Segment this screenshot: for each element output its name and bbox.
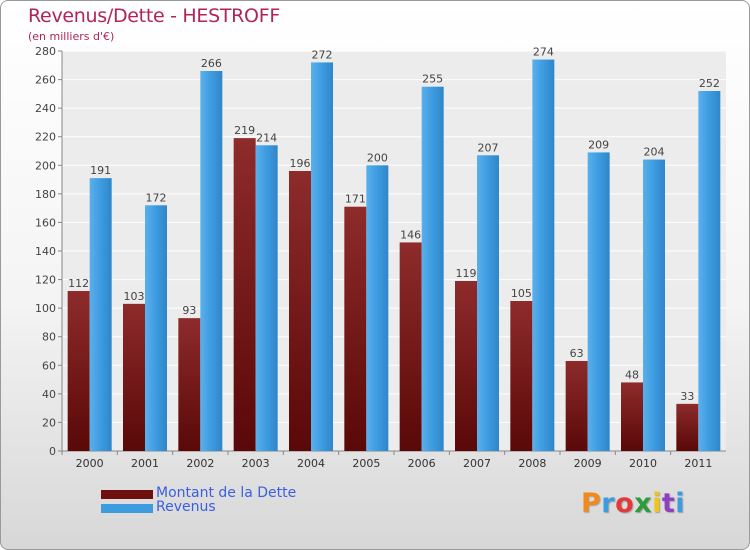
legend-label-dette: Montant de la Dette: [156, 485, 297, 501]
bar-revenus-label: 266: [201, 57, 222, 70]
bar-dette-label: 103: [124, 290, 145, 303]
bar-revenus-label: 191: [90, 164, 111, 177]
bar-dette: [344, 206, 367, 451]
bar-dette: [621, 382, 643, 451]
logo-letter: x: [634, 488, 653, 519]
x-tick-label: 2007: [463, 457, 491, 470]
y-tick-label: 0: [49, 445, 56, 458]
bar-dette: [67, 291, 90, 451]
bar-revenus: [421, 86, 444, 451]
legend-swatch-dette: [101, 490, 153, 499]
bar-dette-label: 112: [68, 277, 89, 290]
bar-revenus: [255, 145, 278, 452]
bar-revenus-label: 209: [588, 138, 609, 151]
x-tick-label: 2002: [186, 457, 214, 470]
y-tick-label: 180: [35, 188, 56, 201]
bar-revenus-label: 274: [533, 46, 554, 59]
bar-dette: [233, 138, 256, 451]
chart-title: Revenus/Dette - HESTROFF: [28, 5, 280, 27]
bar-revenus: [477, 155, 499, 452]
y-tick-label: 240: [35, 102, 56, 115]
bar-revenus: [532, 59, 555, 451]
x-tick-label: 2009: [574, 457, 602, 470]
proxiti-logo: Proxiti: [581, 488, 685, 519]
y-tick-label: 80: [42, 331, 56, 344]
x-tick-label: 2006: [408, 457, 436, 470]
bar-revenus: [89, 178, 112, 451]
bar-dette-label: 105: [511, 287, 532, 300]
y-tick-label: 200: [35, 159, 56, 172]
logo-letter: i: [675, 488, 686, 519]
bar-dette-label: 63: [570, 347, 584, 360]
x-tick-label: 2011: [684, 457, 712, 470]
bar-dette-label: 33: [680, 390, 694, 403]
bar-dette: [123, 303, 145, 451]
bar-dette-label: 146: [400, 228, 421, 241]
logo-letter: P: [581, 488, 602, 519]
bar-revenus-label: 200: [367, 151, 388, 164]
bar-dette: [510, 301, 533, 451]
bar-dette-label: 219: [234, 124, 255, 137]
bar-revenus: [643, 159, 665, 452]
logo-letter: t: [661, 488, 676, 519]
logo-letter: o: [615, 488, 635, 519]
bar-revenus-label: 255: [422, 73, 443, 86]
legend-label-revenus: Revenus: [156, 499, 216, 515]
bar-dette-label: 119: [456, 267, 477, 280]
y-tick-label: 20: [42, 416, 56, 429]
bar-dette: [178, 318, 201, 451]
bar-dette: [399, 242, 422, 451]
bar-dette: [676, 403, 699, 451]
x-tick-label: 2010: [629, 457, 657, 470]
logo-letter: i: [652, 488, 662, 519]
y-tick-label: 100: [35, 302, 56, 315]
y-tick-label: 280: [35, 45, 56, 58]
bar-revenus-label: 252: [699, 77, 720, 90]
x-tick-label: 2001: [131, 457, 159, 470]
legend-swatch-revenus: [101, 504, 153, 513]
bar-revenus-label: 214: [256, 131, 277, 144]
y-tick-label: 260: [35, 74, 56, 87]
bar-dette-label: 93: [182, 304, 196, 317]
bar-revenus: [587, 152, 610, 451]
bar-revenus-label: 207: [478, 141, 499, 154]
bar-dette: [289, 171, 311, 451]
y-tick-label: 60: [42, 359, 56, 372]
x-tick-label: 2008: [518, 457, 546, 470]
bar-revenus-label: 272: [312, 48, 333, 61]
y-tick-label: 220: [35, 131, 56, 144]
y-tick-label: 160: [35, 216, 56, 229]
bar-dette-label: 171: [345, 193, 366, 206]
bar-revenus: [311, 62, 333, 452]
bar-revenus: [698, 91, 721, 451]
bar-dette: [565, 361, 588, 451]
y-tick-label: 140: [35, 245, 56, 258]
bar-dette-label: 48: [625, 368, 639, 381]
y-tick-label: 40: [42, 388, 56, 401]
bar-revenus-label: 204: [644, 146, 665, 159]
logo-letter: r: [601, 488, 616, 519]
bar-revenus: [366, 165, 389, 452]
bar-revenus-label: 172: [146, 191, 167, 204]
y-tick-label: 120: [35, 274, 56, 287]
bar-dette-label: 196: [290, 157, 311, 170]
chart-subtitle: (en milliers d'€): [28, 30, 115, 43]
x-tick-label: 2004: [297, 457, 325, 470]
x-tick-label: 2000: [76, 457, 104, 470]
x-tick-label: 2005: [352, 457, 380, 470]
x-tick-label: 2003: [242, 457, 270, 470]
bar-revenus: [145, 205, 167, 451]
bar-dette: [455, 281, 477, 451]
bar-revenus: [200, 71, 223, 451]
